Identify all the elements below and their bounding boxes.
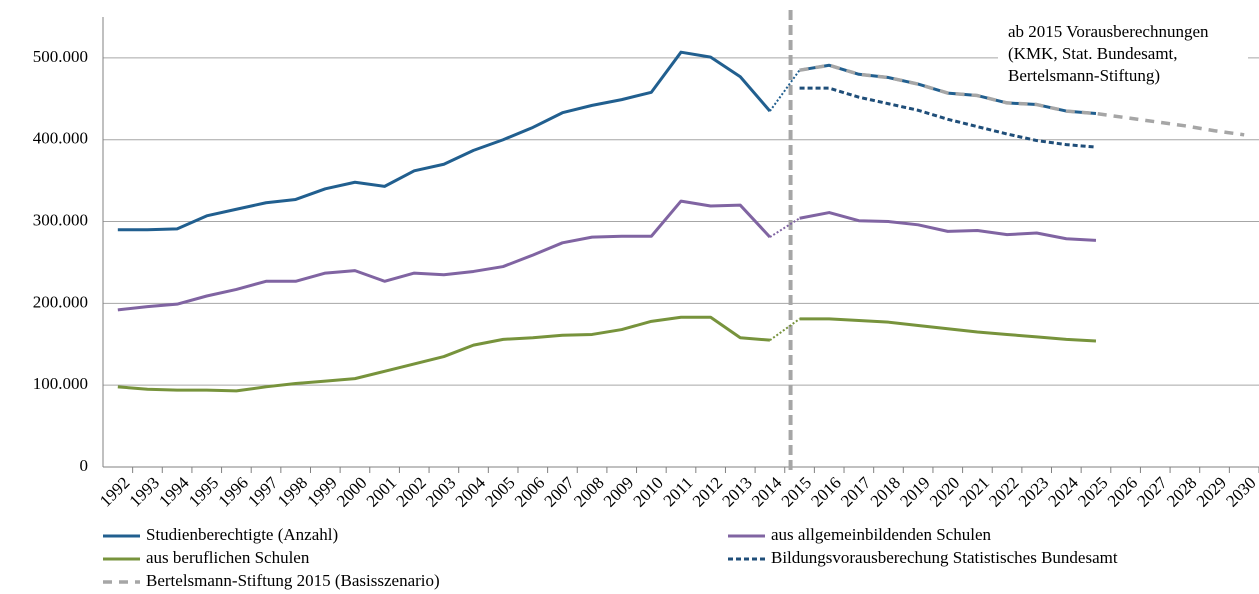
x-tick-label: 2012 bbox=[689, 473, 726, 510]
annotation: Bertelsmann-Stiftung) bbox=[1008, 66, 1160, 85]
y-tick-label: 0 bbox=[80, 456, 89, 475]
x-tick-label: 1993 bbox=[126, 473, 163, 510]
x-tick-label: 2027 bbox=[1133, 473, 1171, 511]
annotation: (KMK, Stat. Bundesamt, bbox=[1008, 44, 1178, 63]
legend-label: Bertelsmann-Stiftung 2015 (Basisszenario… bbox=[146, 571, 440, 590]
x-tick-label: 2013 bbox=[718, 473, 755, 510]
projection-connector bbox=[769, 318, 801, 341]
x-tick-label: 2014 bbox=[748, 473, 786, 511]
x-tick-label: 2030 bbox=[1222, 473, 1259, 510]
x-tick-label: 1996 bbox=[214, 473, 251, 510]
x-tick-label: 1992 bbox=[96, 473, 133, 510]
x-tick-label: 2001 bbox=[363, 473, 400, 510]
x-tick-label: 1994 bbox=[155, 473, 193, 511]
x-tick-label: 2008 bbox=[570, 473, 607, 510]
series-line bbox=[799, 86, 1097, 149]
y-tick-label: 300.000 bbox=[33, 210, 88, 229]
x-tick-label: 1998 bbox=[274, 473, 311, 510]
x-tick-label: 2018 bbox=[867, 473, 904, 510]
y-tick-label: 100.000 bbox=[33, 374, 88, 393]
x-tick-label: 2007 bbox=[541, 473, 579, 511]
x-tick-label: 2000 bbox=[333, 473, 370, 510]
x-tick-label: 2002 bbox=[392, 473, 429, 510]
x-tick-label: 2023 bbox=[1015, 473, 1052, 510]
x-tick-label: 2026 bbox=[1104, 473, 1141, 510]
annotation-background bbox=[998, 20, 1248, 98]
x-tick-label: 2011 bbox=[660, 473, 697, 510]
x-tick-label: 2020 bbox=[926, 473, 963, 510]
x-tick-label: 2025 bbox=[1074, 473, 1111, 510]
x-tick-label: 2017 bbox=[837, 473, 875, 511]
x-tick-label: 2022 bbox=[985, 473, 1022, 510]
series-line bbox=[799, 317, 1097, 343]
x-tick-label: 2019 bbox=[896, 473, 933, 510]
x-tick-label: 2029 bbox=[1193, 473, 1230, 510]
projection-connector bbox=[769, 217, 801, 238]
series-line bbox=[799, 211, 1097, 242]
legend-label: aus beruflichen Schulen bbox=[146, 548, 310, 567]
x-tick-label: 2003 bbox=[422, 473, 459, 510]
series-line bbox=[117, 315, 771, 393]
legend-label: Studienberechtigte (Anzahl) bbox=[146, 525, 338, 544]
x-tick-label: 2005 bbox=[481, 473, 518, 510]
y-tick-label: 400.000 bbox=[33, 129, 88, 148]
x-tick-label: 2016 bbox=[807, 473, 844, 510]
legend-label: Bildungsvorausberechung Statistisches Bu… bbox=[771, 548, 1118, 567]
y-tick-label: 500.000 bbox=[33, 47, 88, 66]
projection-connector bbox=[769, 69, 801, 112]
x-tick-label: 2024 bbox=[1044, 473, 1082, 511]
series-line bbox=[117, 50, 772, 232]
x-tick-label: 2004 bbox=[452, 473, 490, 511]
x-tick-label: 2010 bbox=[629, 473, 666, 510]
x-tick-label: 1995 bbox=[185, 473, 222, 510]
y-tick-label: 200.000 bbox=[33, 292, 88, 311]
legend-label: aus allgemeinbildenden Schulen bbox=[771, 525, 991, 544]
series-line bbox=[117, 199, 772, 312]
annotation: ab 2015 Vorausberechnungen bbox=[1008, 22, 1209, 41]
series-line bbox=[799, 63, 1245, 137]
x-tick-label: 2028 bbox=[1163, 473, 1200, 510]
x-tick-label: 2015 bbox=[778, 473, 815, 510]
x-tick-label: 1997 bbox=[244, 473, 282, 511]
x-tick-label: 1999 bbox=[303, 473, 340, 510]
x-tick-label: 2021 bbox=[956, 473, 993, 510]
x-tick-label: 2009 bbox=[600, 473, 637, 510]
x-tick-label: 2006 bbox=[511, 473, 548, 510]
